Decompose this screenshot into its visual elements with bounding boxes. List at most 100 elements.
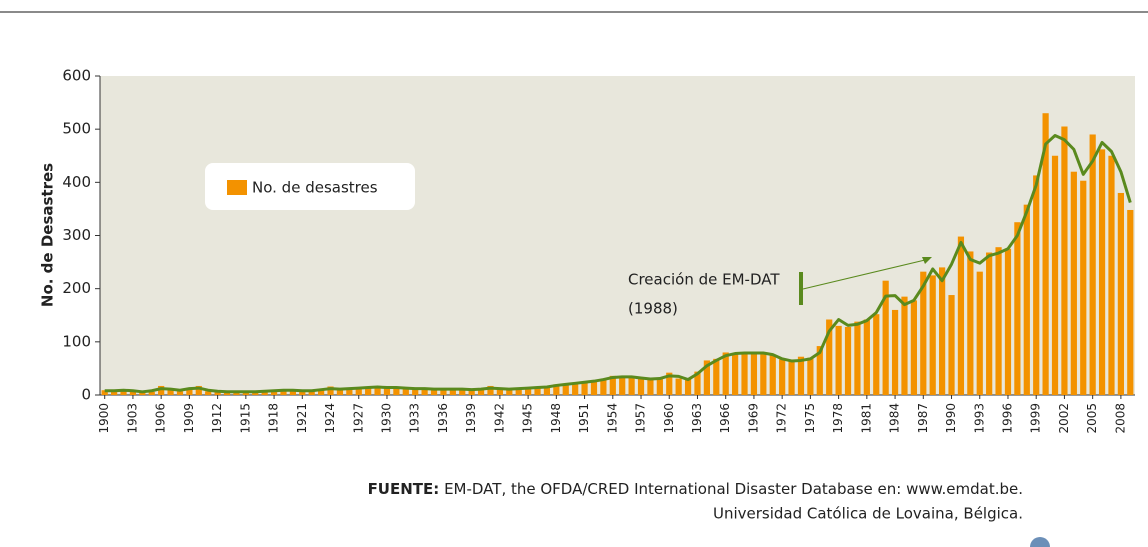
bar <box>459 389 466 395</box>
bar <box>543 387 551 395</box>
bar <box>703 360 710 395</box>
bar <box>289 390 296 395</box>
bar <box>741 352 748 395</box>
bar <box>1089 134 1096 395</box>
bar <box>299 391 306 395</box>
bar <box>995 247 1002 395</box>
bar <box>515 388 522 395</box>
x-tick-label: 1930 <box>379 403 393 434</box>
x-tick-label: 1951 <box>577 403 591 434</box>
x-tick-label: 1972 <box>775 403 789 434</box>
bar <box>816 346 823 395</box>
x-tick-label: 1933 <box>408 403 422 434</box>
bar <box>205 391 212 395</box>
bar <box>1098 149 1106 395</box>
bar <box>242 391 249 395</box>
legend-label: No. de desastres <box>252 179 378 197</box>
bar <box>1070 171 1077 395</box>
arrow-head <box>922 257 932 264</box>
bar <box>863 319 870 395</box>
x-tick-label: 1912 <box>210 403 224 434</box>
bar <box>252 392 259 395</box>
bar <box>1004 248 1012 395</box>
bar <box>779 359 786 395</box>
bar <box>402 387 409 395</box>
bar <box>788 360 795 395</box>
y-tick-label: 500 <box>62 120 91 138</box>
bar <box>1108 155 1115 395</box>
bar <box>628 376 635 395</box>
x-tick-label: 2002 <box>1057 403 1071 434</box>
bar <box>1023 204 1030 395</box>
bar <box>139 392 146 395</box>
source-label: FUENTE: <box>368 480 440 498</box>
bar <box>440 389 447 395</box>
x-tick-label: 1906 <box>154 403 168 434</box>
y-axis-label: No. de Desastres <box>39 163 57 307</box>
bar <box>374 386 381 395</box>
source: FUENTE: EM-DAT, the OFDA/CRED Internatio… <box>368 480 1023 498</box>
bar <box>722 352 729 395</box>
bar <box>939 267 946 395</box>
bar <box>807 357 814 395</box>
bar <box>854 321 861 395</box>
bar <box>233 392 240 395</box>
x-tick-label: 1948 <box>549 403 563 434</box>
bar <box>666 372 673 395</box>
bar <box>675 378 682 395</box>
x-tick-label: 1960 <box>662 403 676 434</box>
bar <box>487 385 494 395</box>
x-tick-label: 1900 <box>97 403 111 434</box>
line <box>104 134 1132 394</box>
x-tick-label: 1939 <box>464 403 478 434</box>
bar <box>1051 155 1059 395</box>
bar <box>901 296 908 395</box>
bar <box>195 385 202 395</box>
bar <box>920 271 927 395</box>
bar <box>694 371 701 395</box>
source-text: Universidad Católica de Lovaina, Bélgica… <box>713 505 1023 523</box>
bar <box>129 390 137 395</box>
bar <box>1117 192 1124 395</box>
x-tick-label: 1924 <box>323 403 337 434</box>
bar <box>1033 175 1040 395</box>
annotation-arrow <box>802 259 926 290</box>
bar <box>562 383 569 395</box>
bar <box>986 252 993 395</box>
bar <box>270 390 278 395</box>
bar <box>976 271 983 395</box>
bar <box>280 389 287 395</box>
bar <box>656 379 663 395</box>
x-tick-label: 1984 <box>888 403 902 434</box>
x-tick-label: 1963 <box>690 403 704 434</box>
annotation: (1988) <box>628 300 678 318</box>
annotation: Creación de EM-DAT <box>628 271 780 289</box>
bar <box>1014 222 1021 395</box>
bar <box>1080 180 1087 395</box>
bar <box>383 387 391 395</box>
bar <box>148 391 155 395</box>
bar <box>468 390 475 395</box>
x-tick-label: 1966 <box>718 403 732 434</box>
source-text: EM-DAT, the OFDA/CRED International Disa… <box>444 480 1023 498</box>
bar <box>449 388 456 395</box>
bar <box>882 280 889 395</box>
x-tick-label: 1915 <box>238 403 252 434</box>
bar <box>572 383 579 395</box>
bar <box>910 300 917 395</box>
bar <box>581 382 588 395</box>
legend-swatch <box>227 180 247 195</box>
y-tick-label: 400 <box>62 173 91 191</box>
bar <box>111 390 118 395</box>
y-tick-label: 200 <box>62 279 91 297</box>
annotation-bracket <box>799 272 803 305</box>
bar <box>167 390 174 395</box>
x-tick-label: 1975 <box>803 403 817 434</box>
x-tick-label: 2005 <box>1085 403 1099 434</box>
x-tick-label: 2008 <box>1113 403 1127 434</box>
bar <box>967 251 974 395</box>
bar <box>637 377 645 395</box>
x-tick-label: 1969 <box>746 403 760 434</box>
x-tick-label: 1978 <box>831 403 845 434</box>
